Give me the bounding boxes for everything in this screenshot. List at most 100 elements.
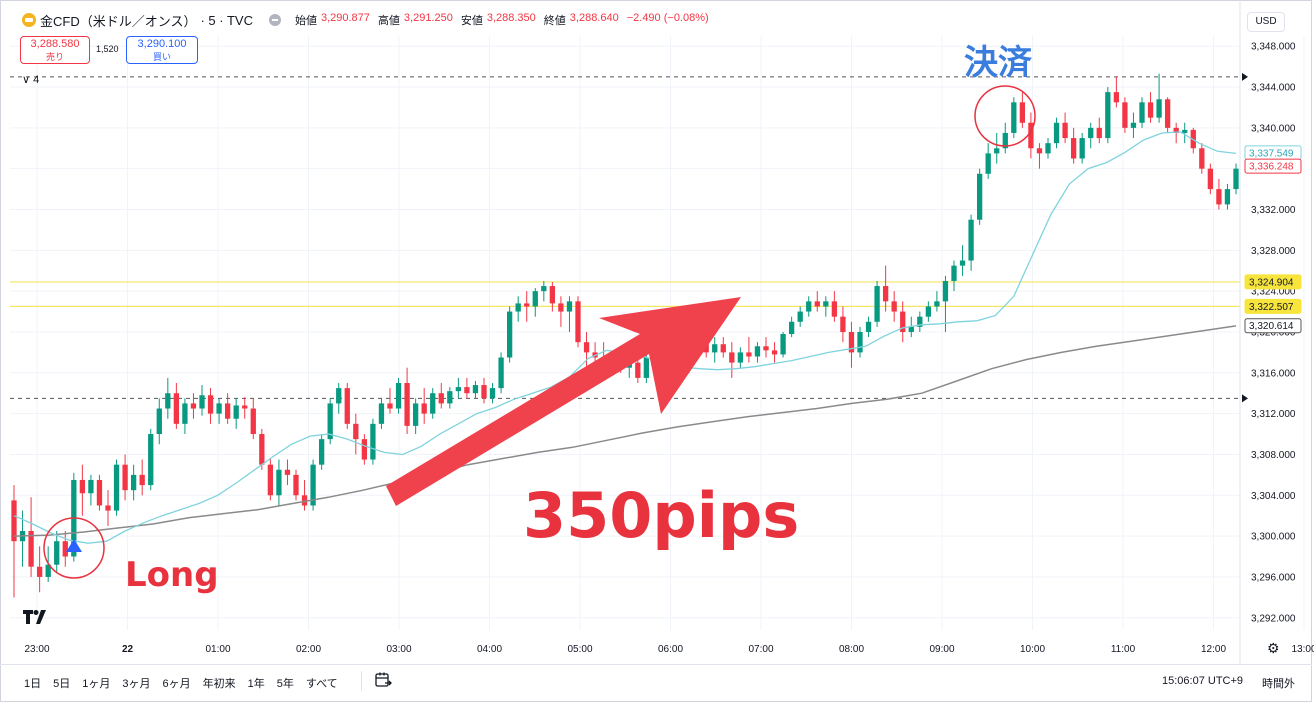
candle-body [1079, 138, 1085, 159]
candle-body [780, 334, 786, 355]
candle-body [524, 303, 530, 307]
candle-body [994, 148, 1000, 154]
price-label: 3,324.904 [1249, 277, 1294, 288]
clock-timezone[interactable]: 15:06:07 UTC+9 [1162, 675, 1244, 687]
candle-body [1216, 189, 1222, 205]
range-button[interactable]: すべて [305, 678, 338, 690]
candle-body [951, 265, 957, 281]
chart-settings-icon[interactable]: ⚙ [1267, 640, 1280, 656]
candle-body [267, 464, 274, 496]
currency-selector[interactable]: USD [1247, 12, 1285, 32]
candle-body [250, 408, 256, 435]
candle-body [712, 344, 718, 353]
candle-body [797, 311, 803, 322]
candle-body [310, 464, 316, 506]
candle-body [968, 219, 974, 261]
candle-body [353, 423, 359, 440]
y-tick-label: 3,348.000 [1251, 42, 1296, 53]
indicator-collapse-toggle[interactable]: ∨ 4 [22, 74, 40, 86]
candle-body [11, 500, 17, 542]
symbol-name[interactable]: 金CFD（米ドル／オンス） [40, 13, 197, 29]
range-button[interactable]: 年初来 [202, 678, 236, 690]
candle-body [156, 408, 162, 435]
candle-body [472, 385, 479, 394]
buy-label: 買い [152, 52, 171, 62]
candle-body [395, 383, 402, 409]
calendar-goto-icon[interactable] [374, 671, 392, 689]
candle-body [1164, 99, 1171, 128]
candle-body [506, 311, 513, 358]
market-status-icon[interactable] [268, 14, 281, 26]
candle-body [1002, 132, 1008, 149]
price-label: 3,322.507 [1249, 302, 1294, 313]
candle-body [549, 286, 556, 304]
sell-button[interactable]: 3,288.580 売り [20, 36, 90, 64]
symbol-interval[interactable]: · 5 · TVC [200, 12, 253, 28]
range-button[interactable]: 5年 [276, 678, 294, 690]
candle-body [729, 352, 735, 363]
candle-body [45, 564, 51, 577]
price-label: 3,320.614 [1249, 321, 1294, 332]
candle-body [908, 326, 914, 332]
gold-symbol-icon [22, 13, 36, 27]
candle-body [1053, 122, 1060, 144]
x-tick-label: 01:00 [205, 644, 230, 655]
candle-body [1233, 168, 1239, 190]
candle-body [558, 303, 564, 312]
candle-body [934, 301, 940, 307]
high-value: 3,291.250 [403, 12, 453, 24]
symbol-header: 金CFD（米ドル／オンス） · 5 · TVC 始値 3,290.877 高値 … [22, 9, 713, 31]
candle-body [139, 474, 145, 486]
candle-body [985, 153, 991, 174]
range-button[interactable]: 1日 [24, 678, 42, 690]
range-button[interactable]: 6ヶ月 [162, 678, 191, 690]
candle-body [1036, 148, 1043, 154]
candle-body [1199, 148, 1205, 169]
close-label: 終値 [543, 15, 566, 27]
candle-body [233, 405, 239, 419]
gain-annotation-label: 350pips [523, 479, 799, 552]
candle-body [575, 301, 581, 343]
level-arrow-icon [1242, 394, 1248, 403]
candle-body [1207, 168, 1214, 190]
x-tick-label: 07:00 [748, 644, 773, 655]
candle-body [421, 403, 427, 414]
entry-highlight-circle [43, 517, 105, 579]
candle-body [318, 439, 325, 465]
market-session-status[interactable]: 時間外 [1262, 678, 1295, 690]
y-tick-label: 3,296.000 [1251, 572, 1296, 583]
y-tick-label: 3,340.000 [1251, 123, 1296, 134]
price-label: 3,337.549 [1249, 148, 1294, 159]
candle-body [566, 301, 573, 312]
date-range-list: 1日 5日 1ヶ月 3ヶ月 6ヶ月 年初来 1年 5年 すべて [24, 675, 338, 691]
buy-button[interactable]: 3,290.100 買い [126, 36, 198, 64]
tradingview-logo-icon[interactable] [22, 608, 48, 626]
price-label-box [1244, 158, 1302, 174]
candle-body [88, 479, 94, 494]
candle-body [344, 388, 350, 424]
range-button[interactable]: 5日 [53, 678, 71, 690]
candle-body [464, 387, 470, 394]
candle-body [771, 350, 778, 355]
candle-body [1070, 138, 1077, 159]
range-button[interactable]: 3ヶ月 [122, 678, 151, 690]
range-button[interactable]: 1ヶ月 [82, 678, 111, 690]
candle-body [62, 541, 68, 557]
candle-body [1113, 92, 1120, 103]
candle-body [737, 352, 744, 363]
range-button[interactable]: 1年 [247, 678, 265, 690]
y-tick-label: 3,304.000 [1251, 491, 1296, 502]
high-label: 高値 [377, 15, 400, 27]
candle-body [1130, 122, 1137, 128]
candle-body [1011, 102, 1017, 133]
open-label: 始値 [294, 15, 317, 27]
low-value: 3,288.350 [486, 12, 536, 24]
candle-body [113, 464, 120, 511]
level-arrow-icon [1242, 72, 1248, 81]
x-tick-label: 23:00 [24, 644, 49, 655]
buy-signal-triangle-icon [66, 539, 82, 552]
x-tick-label: 05:00 [567, 644, 592, 655]
candle-body [190, 403, 197, 409]
spread-value: 1,520 [96, 44, 119, 54]
